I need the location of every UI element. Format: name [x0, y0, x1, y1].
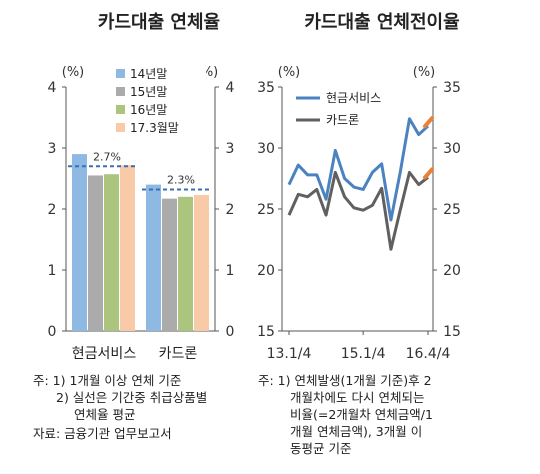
legend-swatch — [116, 105, 125, 114]
reference-line-label: 2.3% — [167, 173, 195, 186]
line-ytick-label-right: 25 — [443, 202, 461, 218]
category-label: 현금서비스 — [72, 346, 137, 362]
bar-chart-yticks: 0 0 1 1 2 2 3 3 4 4 — [48, 80, 235, 340]
line-chart-title: 카드대출 연체전이율 — [304, 12, 459, 33]
line-ytick-label-right: 35 — [443, 80, 461, 96]
series-line — [287, 170, 429, 251]
bar-ytick-label-left: 1 — [48, 263, 57, 279]
legend-label: 14년말 — [130, 67, 167, 81]
line-chart-left-unit: (%) — [278, 65, 301, 80]
line-xtick-label: 15.1/4 — [341, 346, 386, 362]
line-xtick-label: 16.4/4 — [406, 346, 451, 362]
legend-swatch — [116, 123, 125, 132]
highlight-marker — [423, 116, 434, 129]
bar-chart-legend: 14년말 15년말 16년말 17.3월말 — [116, 67, 179, 135]
legend-swatch — [116, 87, 125, 96]
bar — [146, 184, 161, 331]
highlight-marker — [423, 167, 434, 180]
bar-ytick-label-right: 3 — [226, 141, 235, 157]
series-line — [287, 117, 430, 222]
bar-ytick-label-right: 2 — [226, 202, 235, 218]
right-note-2: 개월차에도 다시 연체되는 — [290, 390, 425, 405]
bar-legend-box — [112, 62, 206, 143]
legend-label: 15년말 — [130, 85, 167, 99]
line-ytick-label-left: 20 — [257, 263, 275, 279]
bar-ytick-label-left: 3 — [48, 141, 57, 157]
legend-label: 카드론 — [326, 113, 359, 127]
line-ytick-label-left: 15 — [257, 324, 275, 340]
bar — [104, 174, 119, 331]
bar-chart-categories: 현금서비스 카드론 — [72, 346, 198, 362]
left-note-source: 자료: 금융기관 업무보고서 — [33, 426, 172, 441]
right-note-4: 개월 연체금액), 3개월 이 — [290, 424, 423, 439]
bar-chart-reference-lines: 2.7% 2.3% — [68, 150, 212, 191]
bar — [162, 198, 177, 331]
bar-chart: 카드대출 연체율 (%) (%) 0 01 12 23 34 4 2.7%2.3% 현금서… — [48, 12, 235, 362]
left-note-3: 연체율 평균 — [74, 407, 136, 422]
line-ytick-label-left: 35 — [257, 80, 275, 96]
line-chart-series — [287, 116, 434, 251]
line-ytick-label-right: 30 — [443, 141, 461, 157]
bar-chart-left-unit: (%) — [62, 65, 85, 80]
bar-chart-title: 카드대출 연체율 — [98, 12, 220, 33]
line-ytick-label-left: 25 — [257, 202, 275, 218]
left-note-2: 2) 실선은 기간중 취급상품별 — [56, 390, 208, 405]
left-note-1: 주: 1) 1개월 이상 연체 기준 — [33, 373, 182, 388]
bar — [178, 196, 193, 331]
line-chart-yticks: 15 15 20 20 25 25 30 30 35 35 — [257, 80, 461, 340]
bar — [72, 154, 87, 331]
legend-label: 16년말 — [130, 103, 167, 117]
bar-ytick-label-left: 2 — [48, 202, 57, 218]
bar — [88, 175, 103, 331]
bar-ytick-label-right: 0 — [226, 324, 235, 340]
line-chart-xticks: 13.1/4 15.1/4 16.4/4 — [267, 331, 451, 362]
bar — [194, 194, 209, 331]
category-label: 카드론 — [159, 346, 198, 362]
legend-label: 17.3월말 — [130, 121, 179, 135]
bar-chart-bars — [72, 154, 209, 331]
reference-line-label: 2.7% — [93, 150, 121, 163]
bar-ytick-label-left: 4 — [48, 80, 57, 96]
line-ytick-label-left: 30 — [257, 141, 275, 157]
right-note-3: 비율(=2개월차 연체금액/1 — [290, 407, 433, 422]
bar-ytick-label-right: 4 — [226, 80, 235, 96]
bar-ytick-label-left: 0 — [48, 324, 57, 340]
legend-label: 현금서비스 — [326, 91, 381, 105]
bar — [120, 165, 135, 331]
right-note-1: 주: 1) 연체발생(1개월 기준)후 2 — [258, 373, 432, 388]
line-ytick-label-right: 20 — [443, 263, 461, 279]
line-chart-right-unit: (%) — [413, 65, 436, 80]
bar-ytick-label-right: 1 — [226, 263, 235, 279]
line-ytick-label-right: 15 — [443, 324, 461, 340]
legend-swatch — [116, 69, 125, 78]
line-xtick-label: 13.1/4 — [267, 346, 312, 362]
right-note-5: 동평균 기준 — [290, 441, 352, 456]
